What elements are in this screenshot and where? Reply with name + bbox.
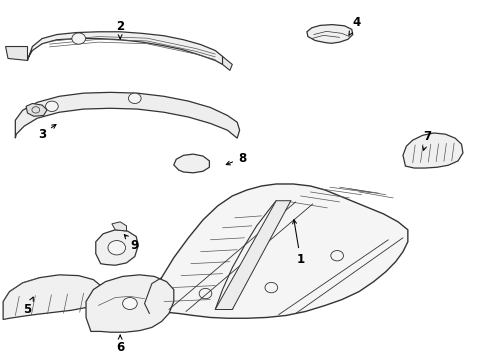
Polygon shape [27, 32, 222, 64]
Text: 6: 6 [116, 335, 124, 354]
Polygon shape [215, 201, 290, 310]
Polygon shape [112, 222, 126, 231]
Text: 5: 5 [23, 297, 33, 316]
Circle shape [108, 240, 125, 255]
Text: 3: 3 [38, 125, 56, 141]
Circle shape [122, 298, 137, 310]
Text: 7: 7 [422, 130, 430, 150]
Text: 4: 4 [348, 16, 360, 35]
Polygon shape [3, 275, 101, 319]
Polygon shape [306, 24, 352, 43]
Text: 9: 9 [124, 235, 139, 252]
Polygon shape [222, 57, 232, 71]
Text: 2: 2 [116, 20, 124, 39]
Polygon shape [402, 133, 462, 168]
Polygon shape [86, 275, 173, 332]
Circle shape [128, 93, 141, 103]
Circle shape [45, 101, 58, 112]
Text: 8: 8 [226, 152, 245, 165]
Polygon shape [26, 103, 47, 116]
Polygon shape [15, 92, 239, 138]
Polygon shape [173, 154, 209, 173]
Circle shape [72, 33, 85, 44]
Text: 1: 1 [292, 220, 304, 266]
Polygon shape [5, 46, 27, 60]
Polygon shape [149, 184, 407, 318]
Polygon shape [96, 230, 138, 265]
